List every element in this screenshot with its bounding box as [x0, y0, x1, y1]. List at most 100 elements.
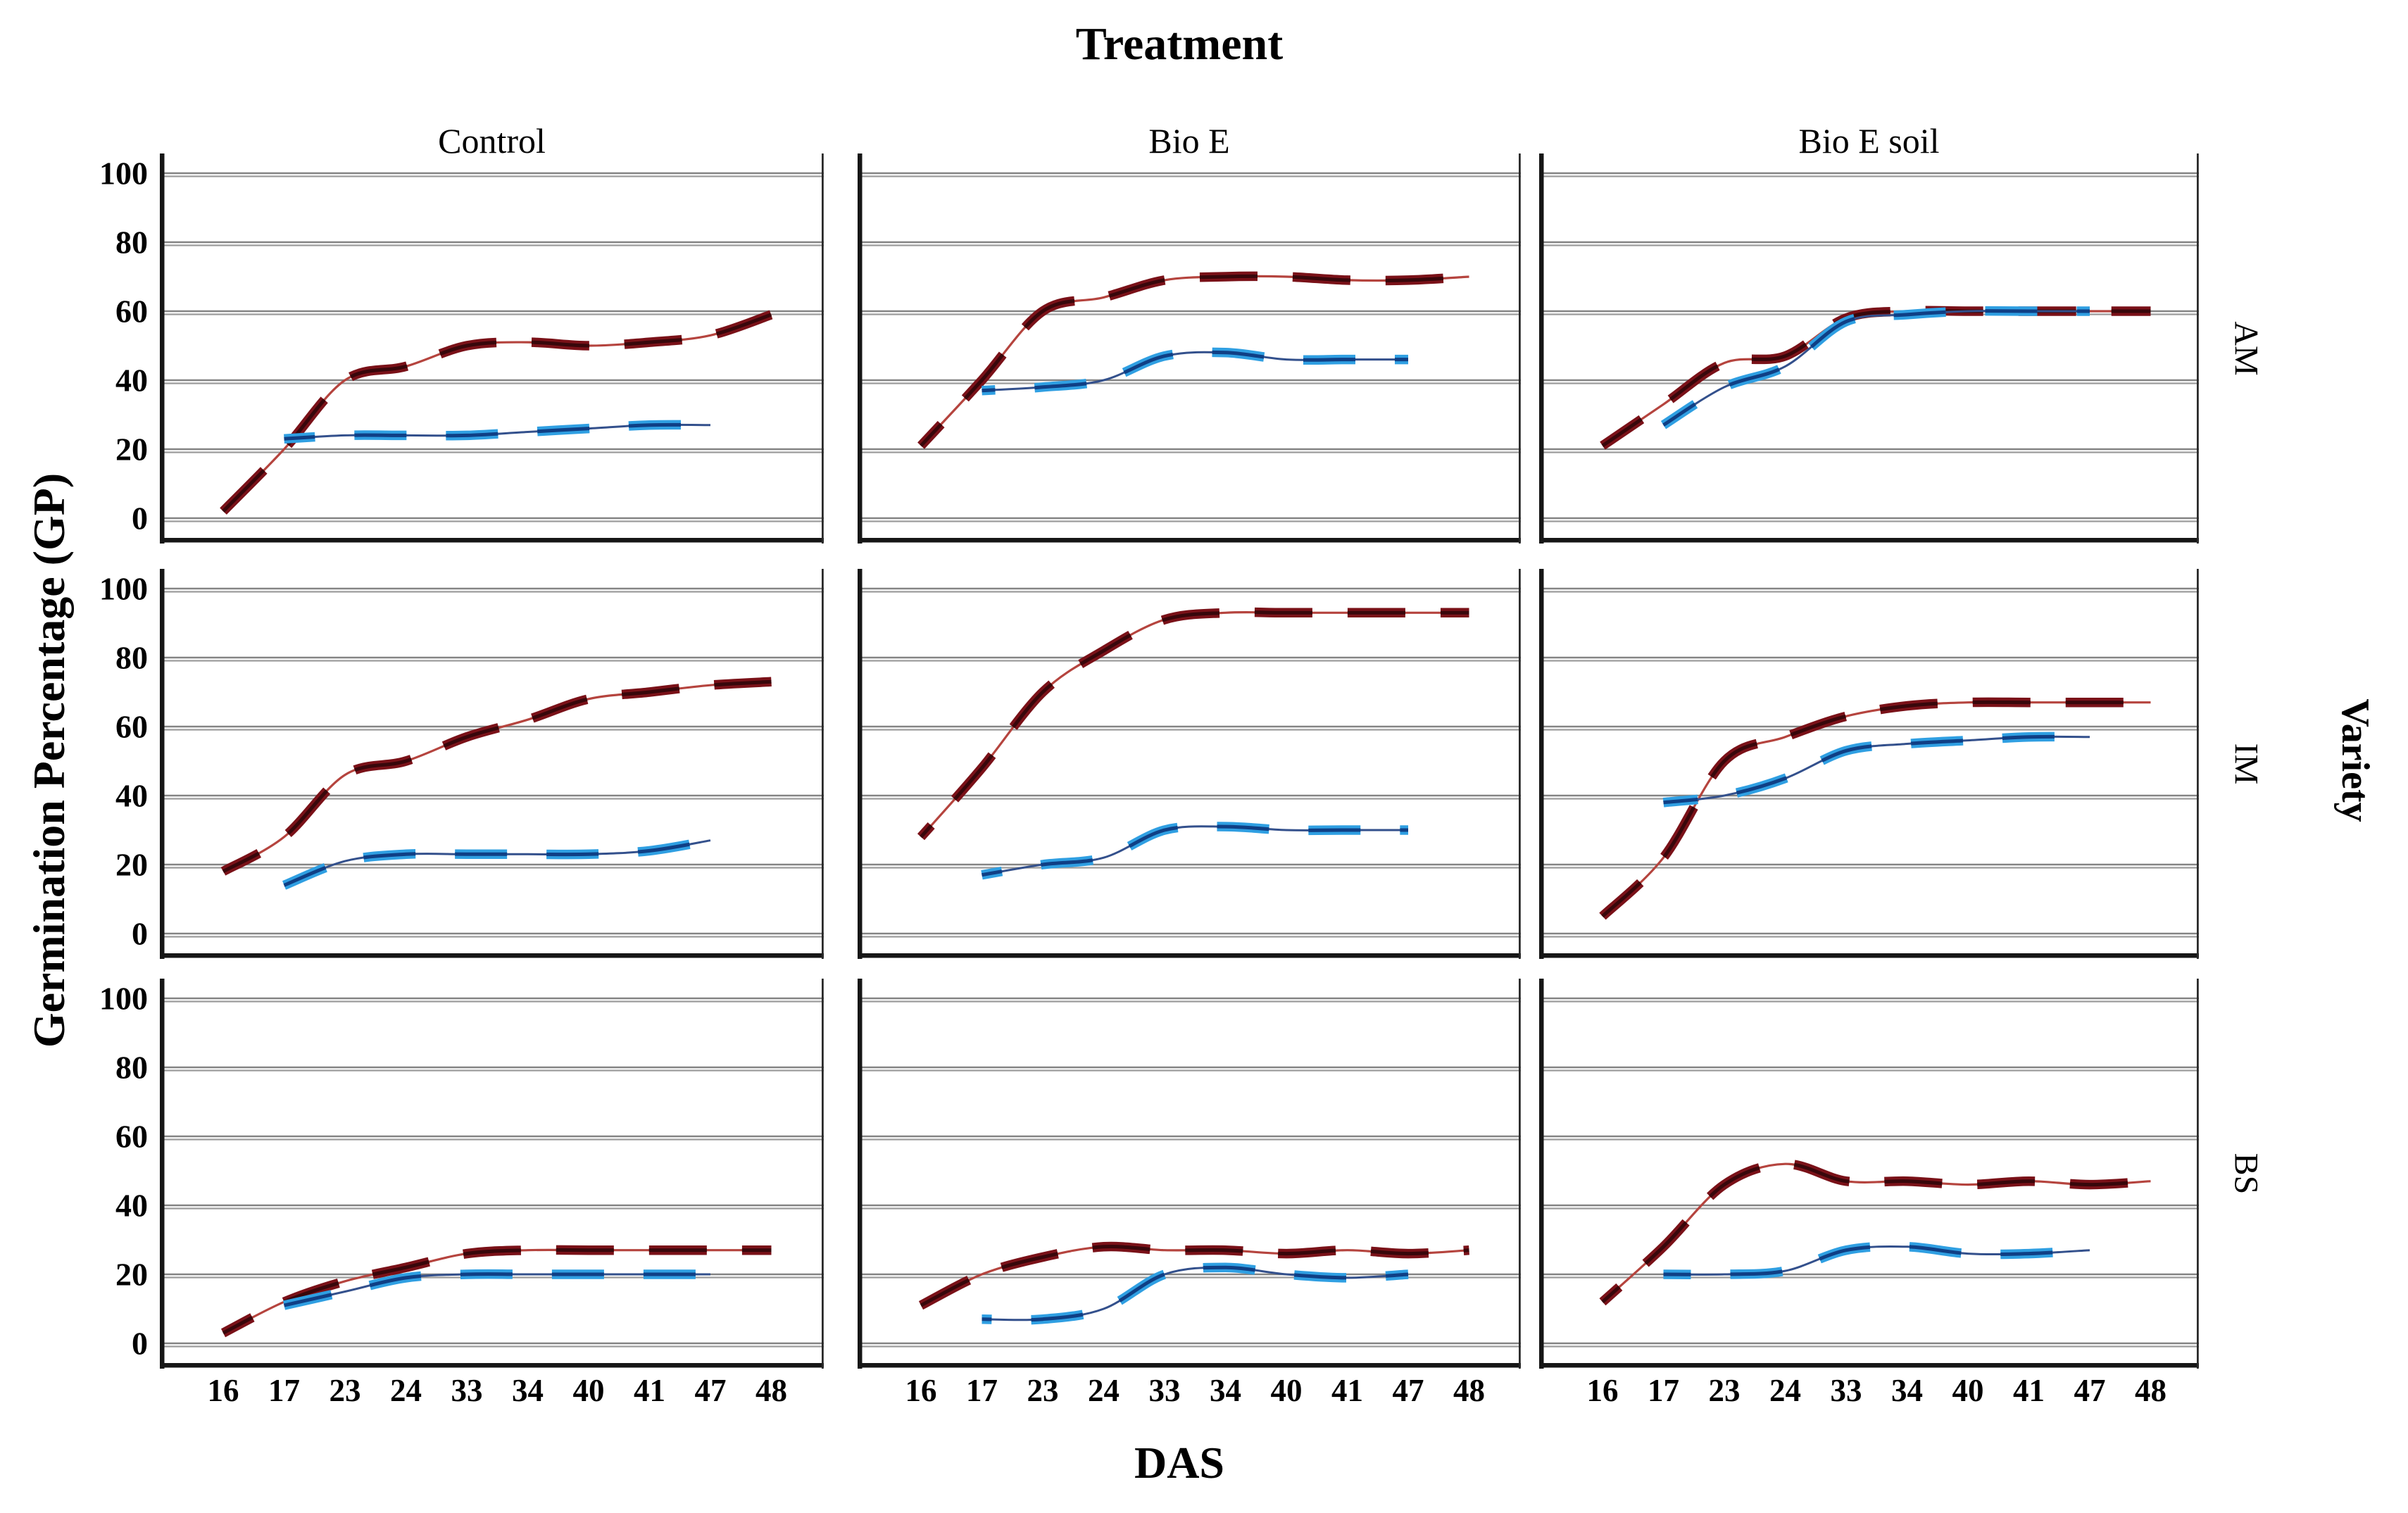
x-tick-33-col3: 33: [1830, 1373, 1862, 1408]
x-tick-33-col2: 33: [1148, 1373, 1181, 1408]
row-label-bs: BS: [2227, 1153, 2265, 1195]
x-tick-48-col1: 48: [755, 1373, 787, 1408]
x-tick-41-col2: 41: [1331, 1373, 1363, 1408]
red-series-dash-core: [1601, 308, 2151, 448]
right-axis-line: [2197, 979, 2199, 1369]
y-tick-60-row1: 60: [115, 293, 148, 329]
y-tick-60-row2: 60: [115, 708, 148, 745]
red-series-dashes: [1600, 306, 2151, 450]
y-tick-80-row2: 80: [115, 639, 148, 676]
left-axis-line: [858, 569, 863, 959]
x-tick-16-col3: 16: [1586, 1373, 1619, 1408]
right-axis-line: [1519, 569, 1521, 959]
y-tick-0-row3: 0: [132, 1325, 148, 1362]
red-series-dashes: [917, 271, 1469, 449]
column-header-control: Control: [438, 121, 546, 161]
x-tick-23-col2: 23: [1027, 1373, 1059, 1408]
y-tick-40-row3: 40: [115, 1187, 148, 1224]
bottom-axis-line: [858, 538, 1521, 543]
left-axis-line: [160, 979, 165, 1369]
red-series-fit-line: [1602, 309, 2151, 447]
blue-series-dashes: [1663, 1241, 2090, 1280]
y-tick-0-row2: 0: [132, 915, 148, 952]
column-header-bio-e: Bio E: [1148, 121, 1230, 161]
left-axis-line: [1539, 979, 1544, 1369]
x-tick-40-col3: 40: [1952, 1373, 1984, 1408]
x-tick-41-col3: 41: [2013, 1373, 2045, 1408]
red-series-fit-line: [1601, 1162, 2151, 1303]
x-tick-24-col2: 24: [1088, 1373, 1120, 1408]
blue-series-dash-core: [283, 1272, 710, 1307]
blue-series-dash-core: [982, 350, 1408, 393]
red-series-dash-core: [222, 1248, 772, 1335]
blue-series-dashes: [1660, 306, 2090, 429]
left-axis-line: [858, 979, 863, 1369]
bottom-axis-line: [1539, 538, 2199, 543]
blue-series-fit-line: [1663, 735, 2090, 804]
y-tick-80-row1: 80: [115, 224, 148, 260]
y-axis-label: Germination Percentage (GP): [24, 472, 74, 1048]
x-tick-17-col2: 17: [966, 1373, 998, 1408]
red-series-fit-line: [920, 610, 1469, 838]
red-series-dash-core: [920, 274, 1469, 447]
left-axis-line: [160, 153, 165, 544]
x-tick-40-col1: 40: [572, 1373, 605, 1408]
red-series-dashes: [917, 607, 1469, 841]
blue-series-dashes: [982, 1262, 1409, 1325]
blue-series-dash-core: [1662, 309, 2090, 427]
y-tick-100-row3: 100: [99, 980, 148, 1017]
x-tick-17-col1: 17: [268, 1373, 300, 1408]
left-axis-line: [858, 153, 863, 544]
x-axis-label: DAS: [1134, 1438, 1225, 1488]
x-tick-34-col3: 34: [1891, 1373, 1923, 1408]
red-series-dashes: [1599, 697, 2151, 920]
left-axis-line: [1539, 153, 1544, 544]
x-tick-16-col2: 16: [905, 1373, 937, 1408]
x-tick-47-col1: 47: [694, 1373, 727, 1408]
red-series-dash-core: [222, 679, 772, 873]
bottom-axis-line: [858, 1363, 1521, 1368]
blue-series-dash-core: [284, 422, 711, 441]
y-tick-60-row3: 60: [115, 1118, 148, 1155]
red-series-dash-core: [1601, 700, 2151, 918]
panel-IM-bio-e-soil: [1539, 569, 2199, 959]
y-tick-80-row3: 80: [115, 1049, 148, 1086]
blue-series-dashes: [284, 420, 711, 444]
blue-series-dash-core: [982, 824, 1408, 877]
panel-AM-control: [160, 153, 824, 544]
panel-BS-bio-e: [858, 979, 1521, 1369]
x-tick-16-col1: 16: [207, 1373, 239, 1408]
x-tick-23-col3: 23: [1708, 1373, 1741, 1408]
bottom-axis-line: [858, 953, 1521, 958]
red-series-dash-core: [920, 610, 1469, 839]
x-tick-48-col2: 48: [1453, 1373, 1485, 1408]
panel-IM-control: [160, 569, 824, 959]
red-series-fit-line: [222, 313, 772, 513]
figure-title: Treatment: [1075, 18, 1284, 70]
column-header-bio-e-soil: Bio E soil: [1798, 121, 1940, 161]
y-tick-40-row2: 40: [115, 777, 148, 814]
right-axis-line: [1519, 979, 1521, 1369]
red-series-dash-core: [222, 313, 772, 513]
x-tick-40-col2: 40: [1270, 1373, 1303, 1408]
blue-series-dash-core: [982, 1265, 1409, 1322]
red-series-fit-line: [1601, 701, 2151, 917]
x-tick-48-col3: 48: [2135, 1373, 2166, 1408]
panel-AM-bio-e: [858, 153, 1521, 544]
red-series-dashes: [220, 1245, 772, 1338]
y-tick-20-row1: 20: [115, 431, 148, 467]
blue-series-fit-line: [1662, 310, 2090, 426]
row-label-im: IM: [2227, 743, 2265, 785]
right-axis-line: [822, 153, 824, 544]
x-tick-34-col2: 34: [1210, 1373, 1241, 1408]
panel-BS-bio-e-soil: [1539, 979, 2199, 1369]
blue-series-dashes: [282, 1269, 710, 1310]
y-tick-20-row2: 20: [115, 846, 148, 883]
right-axis-line: [822, 569, 824, 959]
red-series-dash-core: [920, 1245, 1469, 1307]
right-axis-line: [2197, 153, 2199, 544]
panel-IM-bio-e: [858, 569, 1521, 959]
left-axis-line: [160, 569, 165, 959]
bottom-axis-line: [1539, 953, 2199, 958]
